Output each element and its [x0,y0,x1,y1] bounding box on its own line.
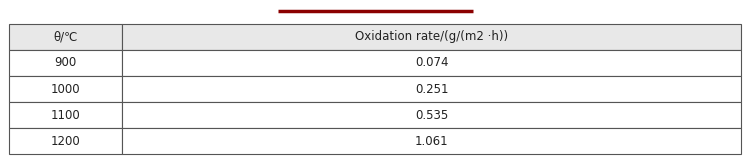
Bar [9,50,122,76]
Bar [9,102,122,128]
Bar [122,24,741,50]
Text: 0.074: 0.074 [415,56,448,69]
Bar [122,50,741,76]
Text: 1200: 1200 [51,135,80,148]
Text: 1000: 1000 [51,83,80,96]
Text: 0.251: 0.251 [415,83,448,96]
Text: 0.535: 0.535 [415,109,448,122]
Text: 1100: 1100 [51,109,80,122]
Bar [122,102,741,128]
Bar [9,76,122,102]
Bar [9,24,122,50]
Bar [122,76,741,102]
Bar [122,128,741,154]
Text: θ/℃: θ/℃ [53,30,78,43]
Text: Oxidation rate/(g/(m2 ·h)): Oxidation rate/(g/(m2 ·h)) [356,30,509,43]
Bar [9,128,122,154]
Text: 1.061: 1.061 [415,135,448,148]
Text: 900: 900 [55,56,76,69]
